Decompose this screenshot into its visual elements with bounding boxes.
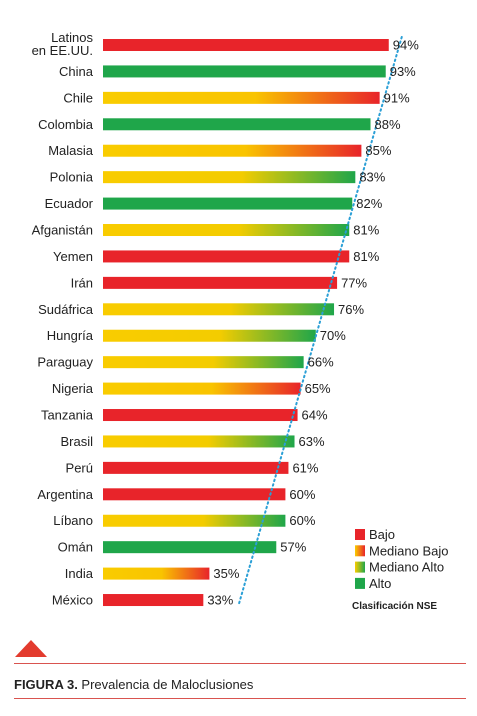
category-label-peru: Perú	[66, 460, 93, 475]
category-label-polonia: Polonia	[50, 170, 94, 185]
trend-line	[237, 36, 403, 608]
figure-number: FIGURA 3.	[14, 677, 78, 692]
value-label-ecuador: 82%	[356, 196, 382, 211]
category-label-china: China	[59, 64, 94, 79]
bar-latinos-en-ee-uu	[103, 39, 389, 51]
bar-afganistan	[103, 224, 350, 237]
bar-iran	[103, 276, 338, 289]
value-label-libano: 60%	[289, 513, 315, 528]
value-label-oman: 57%	[280, 540, 306, 555]
value-label-yemen: 81%	[353, 249, 379, 264]
value-label-brasil: 63%	[299, 434, 325, 449]
caption-rule-bottom	[14, 698, 466, 699]
category-label-oman: Omán	[58, 540, 93, 555]
category-labels: Latinos en EE.UU. China Chile Colombia Malasi…	[32, 30, 94, 608]
bar-oman	[103, 541, 277, 554]
value-label-peru: 61%	[292, 460, 318, 475]
value-label-sudafrica: 76%	[338, 302, 364, 317]
figure-title: Prevalencia de Maloclusiones	[77, 677, 254, 692]
value-label-argentina: 60%	[289, 487, 315, 502]
category-label-tanzania: Tanzania	[41, 408, 94, 423]
bar-chart: Latinos en EE.UU. China Chile Colombia Malasi…	[32, 30, 449, 612]
figure-marker-icon	[15, 640, 47, 657]
legend-swatch-bajo	[355, 529, 365, 540]
value-label-hungria: 70%	[320, 328, 346, 343]
bar-tanzania	[103, 409, 298, 422]
category-label-ecuador: Ecuador	[45, 196, 94, 211]
category-label-latinos-en-ee-uu: Latinos en EE.UU.	[32, 30, 94, 58]
value-label-polonia: 83%	[359, 170, 385, 185]
bar-argentina	[103, 488, 286, 501]
value-label-china: 93%	[390, 64, 416, 79]
bar-sudafrica	[103, 303, 335, 316]
bar-paraguay	[103, 356, 304, 369]
value-labels: 94% 93% 91% 88% 85% 83% 82% 81% 81% 77% 76% 70% 66% 6…	[207, 38, 419, 608]
bar-mexico	[103, 594, 204, 607]
category-label-india: India	[65, 566, 94, 581]
category-label-paraguay: Paraguay	[37, 355, 93, 370]
legend-swatch-mediano-bajo	[355, 545, 365, 557]
value-label-iran: 77%	[341, 275, 367, 290]
caption-rule-top	[14, 663, 466, 664]
category-label-nigeria: Nigeria	[52, 381, 94, 396]
bar-yemen	[103, 250, 350, 263]
value-label-latinos-en-ee-uu: 94%	[393, 38, 419, 53]
figure-caption: FIGURA 3. Prevalencia de Maloclusiones	[14, 677, 253, 692]
legend-label-alto: Alto	[369, 576, 391, 591]
bars-layer	[103, 39, 389, 607]
bar-ecuador	[103, 197, 353, 210]
legend-label-mediano-bajo: Mediano Bajo	[369, 543, 449, 558]
value-label-nigeria: 65%	[305, 381, 331, 396]
value-label-chile: 91%	[384, 90, 410, 105]
bar-malasia	[103, 144, 362, 157]
value-label-mexico: 33%	[207, 593, 233, 608]
legend-label-mediano-alto: Mediano Alto	[369, 560, 444, 575]
category-label-colombia: Colombia	[38, 117, 94, 132]
category-label-sudafrica: Sudáfrica	[38, 302, 94, 317]
value-label-malasia: 85%	[365, 143, 391, 158]
legend-title: Clasificación NSE	[352, 601, 437, 612]
category-label-mexico: México	[52, 593, 93, 608]
value-label-afganistan: 81%	[353, 223, 379, 238]
category-label-libano: Líbano	[53, 513, 93, 528]
legend-swatch-mediano-alto	[355, 561, 365, 573]
legend-swatch-alto	[355, 577, 365, 589]
bar-colombia	[103, 118, 371, 131]
value-label-tanzania: 64%	[302, 408, 328, 423]
bar-chile	[103, 91, 380, 104]
bar-china	[103, 65, 386, 78]
bar-libano	[103, 514, 286, 527]
bar-hungria	[103, 329, 316, 342]
bar-brasil	[103, 435, 295, 448]
category-label-iran: Irán	[71, 275, 93, 290]
value-label-india: 35%	[213, 566, 239, 581]
bar-polonia	[103, 171, 356, 184]
category-label-yemen: Yemen	[53, 249, 93, 264]
category-label-hungria: Hungría	[47, 328, 94, 343]
legend-label-bajo: Bajo	[369, 527, 395, 542]
category-label-brasil: Brasil	[60, 434, 93, 449]
category-label-argentina: Argentina	[37, 487, 93, 502]
category-label-chile: Chile	[63, 90, 93, 105]
category-label-malasia: Malasia	[48, 143, 94, 158]
bar-peru	[103, 461, 289, 474]
bar-nigeria	[103, 382, 301, 395]
value-label-colombia: 88%	[375, 117, 401, 132]
bar-india	[103, 567, 210, 580]
value-label-paraguay: 66%	[308, 355, 334, 370]
category-label-afganistan: Afganistán	[32, 223, 93, 238]
